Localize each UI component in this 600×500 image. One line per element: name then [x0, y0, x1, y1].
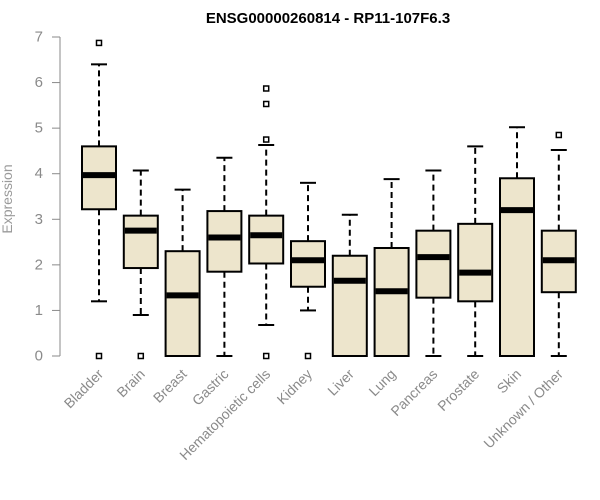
x-tick-label: Brain — [113, 366, 147, 400]
box-lung — [373, 178, 410, 357]
y-tick-label: 0 — [35, 348, 43, 365]
outlier-point — [95, 352, 103, 360]
box-skin — [499, 126, 535, 357]
box-hematopoietic-cells — [248, 85, 285, 360]
box-pancreas — [415, 169, 452, 357]
x-tick-label: Unknown / Other — [480, 366, 566, 452]
box-brain — [122, 169, 159, 360]
box-iqr — [457, 222, 494, 303]
x-tick-label: Kidney — [274, 366, 316, 408]
boxes-group — [81, 39, 577, 360]
box-iqr — [206, 210, 243, 273]
y-tick-label: 4 — [35, 165, 43, 182]
x-tick-label: Bladder — [61, 366, 107, 412]
y-axis-label: Expression — [0, 164, 15, 233]
outlier-point — [262, 85, 270, 92]
x-tick-label: Skin — [494, 366, 525, 397]
box-kidney — [290, 181, 326, 360]
outlier-point — [262, 136, 270, 143]
y-axis: 0 1 2 3 4 5 6 7 — [35, 29, 61, 365]
outlier-point — [304, 352, 312, 360]
box-iqr — [373, 246, 410, 357]
y-tick-label: 3 — [35, 211, 43, 228]
y-tick-label: 5 — [35, 120, 43, 137]
box-gastric — [206, 156, 243, 357]
box-iqr — [164, 250, 201, 357]
box-breast — [164, 188, 201, 357]
outlier-point — [262, 352, 270, 360]
box-iqr — [290, 240, 326, 288]
box-iqr — [499, 177, 535, 357]
box-prostate — [457, 145, 494, 357]
box-iqr — [248, 214, 285, 265]
y-tick-label: 7 — [35, 29, 43, 46]
x-tick-label: Liver — [324, 366, 357, 399]
outlier-point — [262, 100, 270, 108]
box-iqr — [415, 229, 452, 299]
box-iqr — [331, 254, 368, 357]
x-tick-label: Breast — [150, 366, 190, 406]
y-tick-label: 2 — [35, 256, 43, 273]
chart-title: ENSG00000260814 - RP11-107F6.3 — [206, 10, 450, 27]
box-unknown-other — [540, 131, 577, 357]
x-tick-label: Lung — [365, 366, 398, 399]
y-tick-label: 6 — [35, 74, 43, 91]
box-iqr — [122, 214, 159, 270]
box-bladder — [81, 39, 117, 360]
box-liver — [331, 213, 368, 357]
outlier-point — [555, 131, 563, 139]
y-tick-label: 1 — [35, 302, 43, 319]
x-tick-label: Prostate — [434, 366, 482, 414]
outlier-point — [95, 39, 103, 47]
outlier-point — [137, 352, 145, 360]
